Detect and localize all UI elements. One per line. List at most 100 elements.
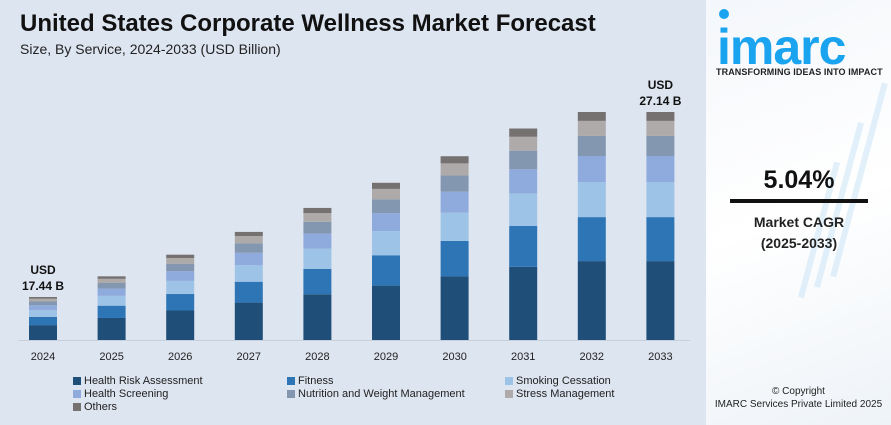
bar-segment-stress-management bbox=[29, 298, 57, 302]
bar-segment-health-screening bbox=[29, 305, 57, 311]
bar-segment-fitness bbox=[577, 217, 606, 262]
bar-segment-others bbox=[372, 182, 400, 189]
bar-segment-smoking-cessation bbox=[646, 181, 675, 218]
bar-segment-smoking-cessation bbox=[234, 265, 263, 282]
copyright: © Copyright IMARC Services Private Limit… bbox=[706, 385, 891, 411]
bar-segment-health-screening bbox=[166, 271, 195, 281]
bar-segment-stress-management bbox=[303, 213, 332, 222]
bar-segment-stress-management bbox=[577, 120, 606, 136]
bar-segment-smoking-cessation bbox=[166, 280, 195, 295]
bar-segment-fitness bbox=[234, 281, 263, 303]
bar-segment-health-risk-assessment bbox=[97, 317, 126, 340]
legend-label: Smoking Cessation bbox=[516, 375, 611, 387]
legend-label: Others bbox=[84, 401, 118, 413]
data-label-currency: USD bbox=[648, 78, 674, 92]
bar-segment-stress-management bbox=[372, 188, 400, 200]
bar-segment-health-risk-assessment bbox=[509, 266, 538, 340]
x-tick-label: 2033 bbox=[648, 351, 672, 363]
bar-segment-smoking-cessation bbox=[577, 181, 606, 218]
bar-segment-health-risk-assessment bbox=[372, 285, 400, 340]
x-tick-label: 2027 bbox=[237, 351, 261, 363]
bar-segment-fitness bbox=[166, 294, 195, 311]
data-label-value: 17.44 B bbox=[22, 279, 64, 293]
legend-swatch bbox=[287, 377, 295, 385]
cagr-value: 5.04% bbox=[763, 166, 835, 194]
cagr-label-text: Market CAGR bbox=[753, 214, 845, 230]
info-panel bbox=[706, 0, 891, 425]
stacked-bar-chart: 2024 2025 2026 2027 2028 2029 2030 2031 2032 2033… bbox=[18, 78, 690, 363]
bar-segment-nutrition-and-weight-management bbox=[29, 301, 57, 306]
x-tick-label: 2031 bbox=[511, 351, 535, 363]
bar-segment-others bbox=[509, 128, 538, 137]
bar-segment-health-risk-assessment bbox=[440, 276, 469, 340]
bar-segment-others bbox=[646, 112, 675, 121]
bar-segment-stress-management bbox=[646, 120, 675, 136]
legend-swatch bbox=[73, 403, 81, 411]
bar-segment-smoking-cessation bbox=[29, 310, 57, 317]
imarc-logo: imarc bbox=[717, 19, 846, 75]
bar-segment-smoking-cessation bbox=[303, 248, 332, 269]
bar-segment-fitness bbox=[509, 226, 538, 267]
bar-segment-stress-management bbox=[234, 236, 263, 244]
legend-item: Stress Management bbox=[505, 388, 614, 400]
data-label-currency: USD bbox=[30, 263, 56, 277]
bar-segment-others bbox=[577, 112, 606, 121]
data-label-value: 27.14 B bbox=[639, 94, 681, 108]
bar-segment-health-screening bbox=[577, 156, 606, 182]
bar-segment-nutrition-and-weight-management bbox=[234, 243, 263, 253]
cagr-label: Market CAGR (2025-2033) bbox=[730, 212, 868, 254]
bar-segment-nutrition-and-weight-management bbox=[372, 199, 400, 214]
bar-segment-fitness bbox=[646, 217, 675, 262]
bar-segment-health-risk-assessment bbox=[577, 261, 606, 340]
bar-segment-nutrition-and-weight-management bbox=[97, 283, 126, 289]
copyright-text: © Copyright bbox=[772, 386, 825, 397]
bar-segment-smoking-cessation bbox=[440, 212, 469, 241]
bar-segment-stress-management bbox=[509, 136, 538, 151]
legend-swatch bbox=[287, 390, 295, 398]
bar-segment-others bbox=[166, 254, 195, 259]
bar-segment-fitness bbox=[97, 305, 126, 318]
bar-segment-health-risk-assessment bbox=[29, 325, 57, 340]
bar-segment-stress-management bbox=[440, 163, 469, 176]
bar-segment-fitness bbox=[440, 240, 469, 277]
bar-segment-smoking-cessation bbox=[97, 295, 126, 306]
bar-segment-others bbox=[440, 156, 469, 164]
bar-segment-health-screening bbox=[646, 156, 675, 182]
x-tick-label: 2025 bbox=[99, 351, 123, 363]
logo-dot bbox=[719, 9, 729, 19]
bar-segment-health-risk-assessment bbox=[166, 310, 195, 340]
x-tick-label: 2029 bbox=[374, 351, 398, 363]
bar-segment-nutrition-and-weight-management bbox=[646, 135, 675, 157]
bar-segment-health-screening bbox=[372, 213, 400, 232]
bar-segment-fitness bbox=[29, 316, 57, 326]
legend-item: Others bbox=[73, 401, 117, 413]
bar-segment-health-risk-assessment bbox=[646, 261, 675, 340]
chart-subtitle: Size, By Service, 2024-2033 (USD Billion… bbox=[20, 41, 281, 57]
legend-label: Health Risk Assessment bbox=[84, 375, 203, 387]
bar-segment-health-screening bbox=[234, 252, 263, 266]
x-tick-label: 2028 bbox=[305, 351, 329, 363]
x-tick-label: 2030 bbox=[442, 351, 466, 363]
legend-item: Nutrition and Weight Management bbox=[287, 388, 465, 400]
bar-segment-nutrition-and-weight-management bbox=[303, 221, 332, 234]
chart-title: United States Corporate Wellness Market … bbox=[20, 10, 596, 37]
bar-segment-stress-management bbox=[166, 258, 195, 264]
bar-segment-health-screening bbox=[509, 169, 538, 194]
bar-segment-others bbox=[97, 276, 126, 279]
bar-segment-nutrition-and-weight-management bbox=[440, 175, 469, 192]
legend-label: Stress Management bbox=[516, 388, 615, 400]
bar-segment-others bbox=[303, 207, 332, 214]
company-name: IMARC Services Private Limited 2025 bbox=[714, 399, 883, 410]
cagr-divider bbox=[730, 199, 868, 203]
legend-swatch bbox=[505, 390, 513, 398]
legend-swatch bbox=[73, 377, 81, 385]
x-tick-label: 2024 bbox=[31, 351, 55, 363]
legend-item: Smoking Cessation bbox=[505, 375, 611, 387]
bar-segment-smoking-cessation bbox=[372, 231, 400, 256]
bar-segment-smoking-cessation bbox=[509, 193, 538, 227]
bar-segment-health-screening bbox=[97, 288, 126, 296]
legend-swatch bbox=[505, 377, 513, 385]
bar-segment-nutrition-and-weight-management bbox=[509, 150, 538, 170]
legend-item: Health Risk Assessment bbox=[73, 375, 203, 387]
x-tick-label: 2032 bbox=[580, 351, 604, 363]
